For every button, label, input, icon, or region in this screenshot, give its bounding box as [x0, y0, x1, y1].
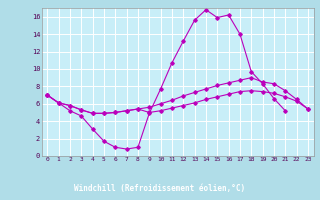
- Text: Windchill (Refroidissement éolien,°C): Windchill (Refroidissement éolien,°C): [75, 184, 245, 193]
